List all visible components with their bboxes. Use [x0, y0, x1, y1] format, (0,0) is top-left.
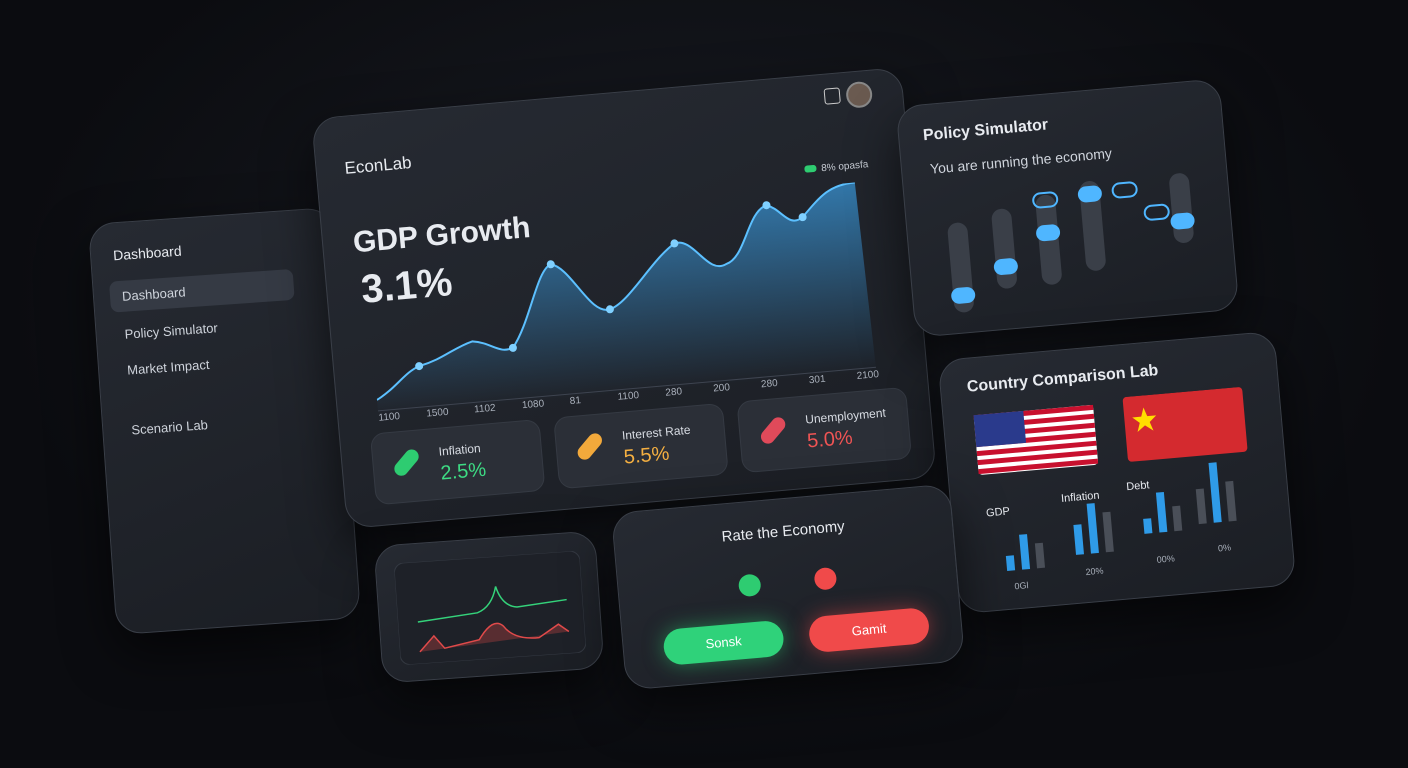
- metric-value: 5.5%: [622, 442, 671, 469]
- axis-label: 0Gl: [1014, 580, 1029, 592]
- comparison-panel: Country Comparison Lab GDP Inflation Deb…: [937, 330, 1297, 615]
- brand: EconLab: [343, 153, 413, 178]
- indicator-red[interactable]: [813, 566, 838, 591]
- axis-label: 20%: [1085, 565, 1104, 578]
- sliders[interactable]: [934, 170, 1224, 324]
- nav-item[interactable]: Scenario Lab: [130, 417, 209, 438]
- x-axis-label: 1500: [425, 406, 450, 420]
- metric-value: 5.0%: [806, 426, 854, 453]
- axis-label: 00%: [1156, 553, 1176, 565]
- sidebar-title: Dashboard: [112, 242, 183, 264]
- icon: [574, 430, 605, 463]
- button[interactable]: Gamit: [807, 606, 931, 654]
- metric-value: 2.5%: [439, 458, 487, 485]
- nav-item[interactable]: Dashboard: [109, 268, 295, 313]
- x-axis-label: 81: [569, 395, 582, 408]
- legend-swatch: [803, 164, 817, 173]
- avatar[interactable]: [845, 80, 874, 109]
- x-axis-label: 280: [760, 377, 779, 391]
- x-axis-label: 1080: [521, 398, 545, 412]
- legend-text: 8% opasfa: [820, 159, 869, 175]
- rate-title: Rate the Economy: [720, 517, 846, 546]
- policy-panel: Policy Simulator You are running the eco…: [895, 78, 1240, 338]
- area: [376, 182, 877, 415]
- legend: 8% opasfa: [803, 159, 869, 176]
- nav-item[interactable]: Policy Simulator: [124, 320, 219, 342]
- points: [415, 201, 807, 371]
- rate-panel: Rate the Economy Sonsk Gamit: [610, 483, 966, 691]
- metric-label: Inflation: [438, 441, 482, 459]
- bars: [1005, 462, 1237, 571]
- x-axis-label: 2100: [856, 369, 880, 382]
- x-axis-label: 1100: [617, 390, 640, 403]
- mini-chart-panel: [373, 530, 605, 684]
- metric-card: Interest Rate 5.5%: [553, 402, 729, 490]
- icon: [758, 414, 789, 447]
- metric-label: Interest Rate: [621, 422, 692, 443]
- mini-chart: [393, 550, 587, 666]
- indicator-green[interactable]: [737, 573, 762, 598]
- x-axis-label: 280: [664, 386, 683, 399]
- flags: [973, 387, 1248, 475]
- policy-title: Policy Simulator: [922, 116, 1049, 145]
- metric-card: Unemployment 5.0%: [736, 386, 913, 474]
- button[interactable]: Sonsk: [662, 619, 785, 666]
- metric-card: Inflation 2.5%: [369, 418, 546, 506]
- comparison-title: Country Comparison Lab: [966, 362, 1160, 396]
- nav-item[interactable]: Market Impact: [126, 356, 210, 378]
- sidebar: Dashboard Dashboard Policy Simulator Mar…: [87, 206, 362, 636]
- x-axis-label: 1100: [378, 410, 401, 424]
- x-axis-label: 200: [712, 382, 731, 395]
- gdp-chart: [376, 181, 877, 415]
- icon: [391, 446, 422, 479]
- policy-subtitle: You are running the economy: [929, 144, 1113, 177]
- metric-label: Unemployment: [804, 405, 887, 427]
- axis-label: 0%: [1217, 542, 1232, 554]
- axis: [377, 366, 877, 412]
- x-axis-label: 1102: [473, 402, 497, 416]
- x-axis-label: 301: [808, 373, 827, 387]
- main-panel: EconLab 8% opasfa GDP Growth 3.1% 1100 15…: [311, 66, 937, 530]
- notification-icon[interactable]: [823, 87, 841, 105]
